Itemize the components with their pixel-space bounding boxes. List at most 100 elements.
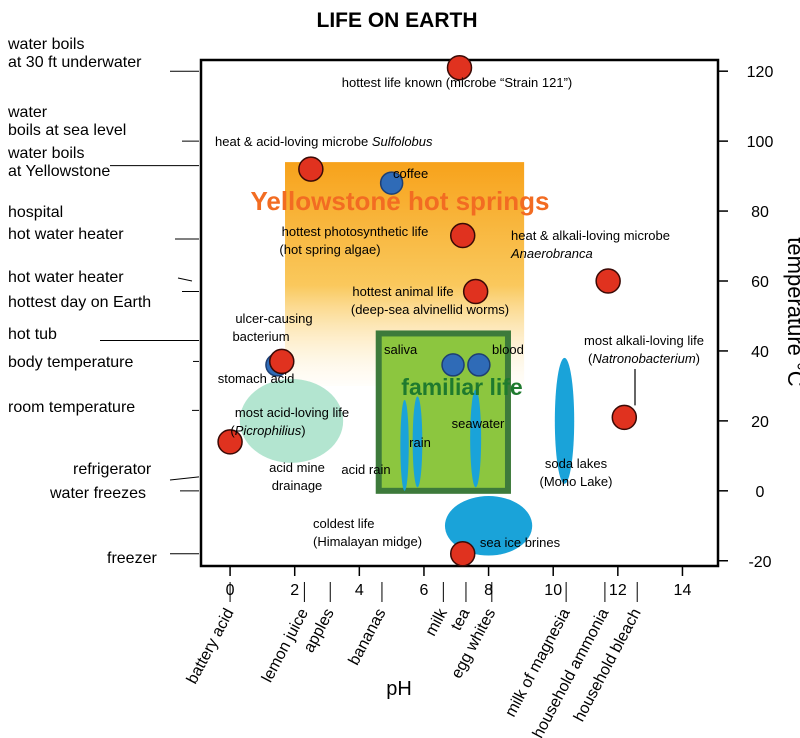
- y-tick-label: 80: [751, 204, 769, 221]
- ulcer-label: bacterium: [232, 329, 289, 344]
- anaerobranca-name: Anaerobranca: [510, 246, 593, 261]
- fluid-point: [379, 171, 404, 195]
- extremophile-point: [449, 541, 476, 567]
- annotation-labels: Yellowstone hot springs familiar life acid…: [215, 75, 704, 550]
- water-ellipse-1: [412, 396, 423, 488]
- yellowstone-label: Yellowstone hot springs: [250, 186, 549, 216]
- temp-reference-label: water freezes: [49, 485, 146, 502]
- natronobacterium-part: (: [588, 351, 593, 366]
- acid-mine-drainage-label: acid mine: [269, 460, 325, 475]
- water-ellipse-0: [400, 399, 409, 491]
- rain-label: rain: [409, 435, 431, 450]
- temp-reference-label: body temperature: [8, 354, 134, 371]
- extremophile-point: [446, 54, 473, 81]
- temp-reference-label: boils at sea level: [8, 122, 126, 139]
- natronobacterium-part: Natronobacterium: [592, 351, 695, 366]
- x-tick-label: 14: [674, 582, 692, 599]
- temp-reference-label: hot water heater: [8, 269, 124, 286]
- picrophilius-part: ): [301, 423, 305, 438]
- sulfolobus-prefix: heat & acid-loving microbe: [215, 134, 372, 149]
- extremophile-point: [449, 222, 476, 249]
- extremophile-point: [611, 404, 638, 431]
- extremophile-point: [595, 268, 621, 294]
- chart-title: LIFE ON EARTH: [317, 9, 478, 32]
- animal-life-label: hottest animal life: [352, 284, 453, 299]
- y-tick-label: 40: [751, 344, 769, 361]
- soda-lakes-label: soda lakes: [545, 456, 608, 471]
- y-tick-label: -20: [748, 554, 771, 571]
- y-tick-label: 0: [756, 484, 765, 501]
- temp-reference-label: water: [7, 104, 48, 121]
- temp-reference-label: hot tub: [8, 326, 57, 343]
- organism-points: [217, 54, 638, 567]
- acid-rain-label: acid rain: [341, 462, 390, 477]
- water-ellipse-3: [554, 357, 575, 484]
- sulfolobus-name: Sulfolobus: [372, 134, 433, 149]
- ph-example-label: tea: [448, 606, 473, 634]
- familiar-life-label: familiar life: [401, 374, 522, 400]
- x-tick-label: 2: [290, 582, 299, 599]
- natronobacterium-part: ): [696, 351, 700, 366]
- strain-121-label: hottest life known (microbe “Strain 121”…: [342, 75, 572, 90]
- soda-lakes-label: (Mono Lake): [540, 474, 613, 489]
- sulfolobus-label: heat & acid-loving microbe Sulfolobus: [215, 134, 433, 149]
- temp-reference-label: water boils: [7, 145, 84, 162]
- x-tick-label: 12: [609, 582, 627, 599]
- region-acid-mine-drainage: [239, 378, 344, 463]
- fluid-point: [467, 353, 491, 377]
- picrophilius-part: (: [230, 423, 235, 438]
- ph-example-label: battery acid: [184, 606, 238, 687]
- ulcer-label: ulcer-causing: [235, 311, 312, 326]
- extremophile-point: [217, 429, 243, 455]
- y-tick-label: 60: [751, 274, 769, 291]
- water-bodies-layer: [400, 357, 575, 491]
- acid-mine-drainage-label: drainage: [272, 478, 323, 493]
- temp-reference-label: water boils: [7, 36, 84, 53]
- x-tick-label: 4: [355, 582, 364, 599]
- picrophilius-label: (Picrophilius): [230, 423, 305, 438]
- natronobacterium-label: (Natronobacterium): [588, 351, 700, 366]
- photosynthetic-label: hottest photosynthetic life: [282, 224, 429, 239]
- temp-reference-label: hot water heater: [8, 226, 124, 243]
- temp-reference-label: room temperature: [8, 399, 135, 416]
- temp-reference-label: freezer: [107, 550, 157, 567]
- coldest-life-label: coldest life: [313, 516, 374, 531]
- y-axis: -20 0 20 40 60 80 100 120: [718, 64, 773, 571]
- y-tick-label: 100: [747, 134, 774, 151]
- anaerobranca-label: heat & alkali-loving microbe: [511, 228, 670, 243]
- y-tick-label: 20: [751, 414, 769, 431]
- ph-example-label: bananas: [346, 606, 390, 668]
- temp-reference-label: hottest day on Earth: [8, 294, 151, 311]
- coffee-label: coffee: [393, 166, 428, 181]
- ph-example-label: milk: [423, 605, 452, 639]
- y-axis-title: temperature °C: [783, 237, 800, 387]
- water-ellipse-2: [470, 389, 482, 488]
- extremophile-point: [462, 278, 489, 305]
- sea-ice-brines-label: sea ice brines: [480, 535, 561, 550]
- x-tick-label: 8: [484, 582, 493, 599]
- picrophilius-part: Picrophilius: [235, 423, 302, 438]
- photosynthetic-label: (hot spring algae): [279, 242, 380, 257]
- animal-life-label: (deep-sea alvinellid worms): [351, 302, 509, 317]
- x-tick-label: 6: [420, 582, 429, 599]
- temp-reference-label: at 30 ft underwater: [8, 54, 142, 71]
- temp-reference-label: at Yellowstone: [8, 163, 110, 180]
- regions-layer: [239, 162, 533, 556]
- extremophile-point: [269, 348, 295, 375]
- temp-reference-label: refrigerator: [73, 461, 152, 478]
- seawater-label: seawater: [452, 416, 505, 431]
- y-tick-label: 120: [747, 64, 774, 81]
- acid-loving-label: most acid-loving life: [235, 405, 349, 420]
- x-axis-title: pH: [386, 678, 412, 700]
- coldest-life-label: (Himalayan midge): [313, 534, 422, 549]
- region-familiar-life: [375, 330, 511, 494]
- saliva-label: saliva: [384, 342, 418, 357]
- stomach-acid-label: stomach acid: [218, 371, 295, 386]
- region-sea-ice-brines: [444, 496, 533, 556]
- temp-reference-label: hospital: [8, 204, 63, 221]
- temp-reference-leader: [177, 277, 193, 282]
- fluid-point: [441, 353, 465, 377]
